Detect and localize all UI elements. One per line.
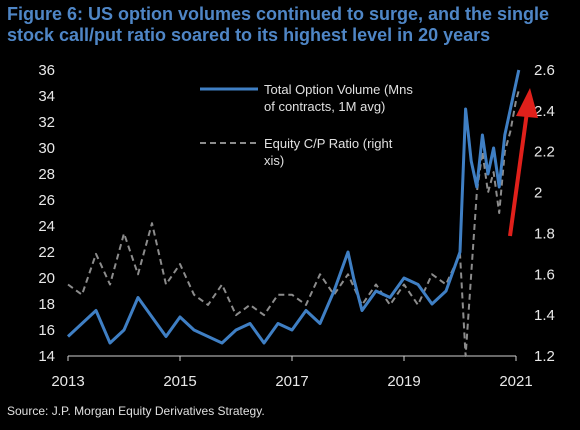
y-left-tick-label: 28	[38, 166, 55, 183]
y-right-tick-label: 2	[534, 185, 542, 202]
y-right-tick-label: 1.4	[534, 307, 555, 324]
legend-label-ratio-line1: Equity C/P Ratio (right	[264, 136, 393, 151]
x-tick-label: 2017	[275, 373, 308, 390]
legend: Total Option Volume (Mns of contracts, 1…	[200, 82, 413, 168]
x-tick-label: 2021	[499, 373, 532, 390]
series-layer	[66, 69, 521, 357]
y-left-tick-label: 18	[38, 296, 55, 313]
legend-label-volume-line2: of contracts, 1M avg)	[264, 99, 385, 114]
x-axis: 2013 2015 2017 2019 2021	[51, 356, 533, 390]
y-left-tick-label: 30	[38, 140, 55, 157]
y-right-axis: 1.2 1.4 1.6 1.8 2 2.2 2.4 2.6	[534, 62, 555, 365]
legend-label-volume-line1: Total Option Volume (Mns	[264, 82, 413, 97]
y-left-axis: 14 16 18 20 22 24 26 28 30 32 34 36	[38, 62, 55, 365]
y-right-tick-label: 2.4	[534, 103, 555, 120]
y-left-tick-label: 22	[38, 244, 55, 261]
y-left-tick-label: 36	[38, 62, 55, 79]
y-right-tick-label: 2.2	[534, 144, 555, 161]
y-right-tick-label: 1.6	[534, 266, 555, 283]
y-left-tick-label: 32	[38, 114, 55, 131]
chart-title: Figure 6: US option volumes continued to…	[7, 4, 550, 45]
y-left-tick-label: 20	[38, 270, 55, 287]
x-tick-label: 2013	[51, 373, 84, 390]
series-total-option-volume	[66, 69, 521, 345]
x-tick-label: 2015	[163, 373, 196, 390]
y-left-tick-label: 34	[38, 88, 55, 105]
x-tick-label: 2019	[387, 373, 420, 390]
legend-label-ratio-line2: xis)	[264, 153, 284, 168]
y-right-tick-label: 2.6	[534, 62, 555, 79]
y-right-tick-label: 1.8	[534, 225, 555, 242]
red-arrow	[508, 88, 538, 237]
series-equity-cp-ratio	[67, 90, 520, 357]
y-left-tick-label: 24	[38, 218, 55, 235]
source-note: Source: J.P. Morgan Equity Derivatives S…	[7, 404, 265, 418]
y-left-tick-label: 14	[38, 348, 55, 365]
y-left-tick-label: 26	[38, 192, 55, 209]
y-left-tick-label: 16	[38, 322, 55, 339]
y-right-tick-label: 1.2	[534, 348, 555, 365]
